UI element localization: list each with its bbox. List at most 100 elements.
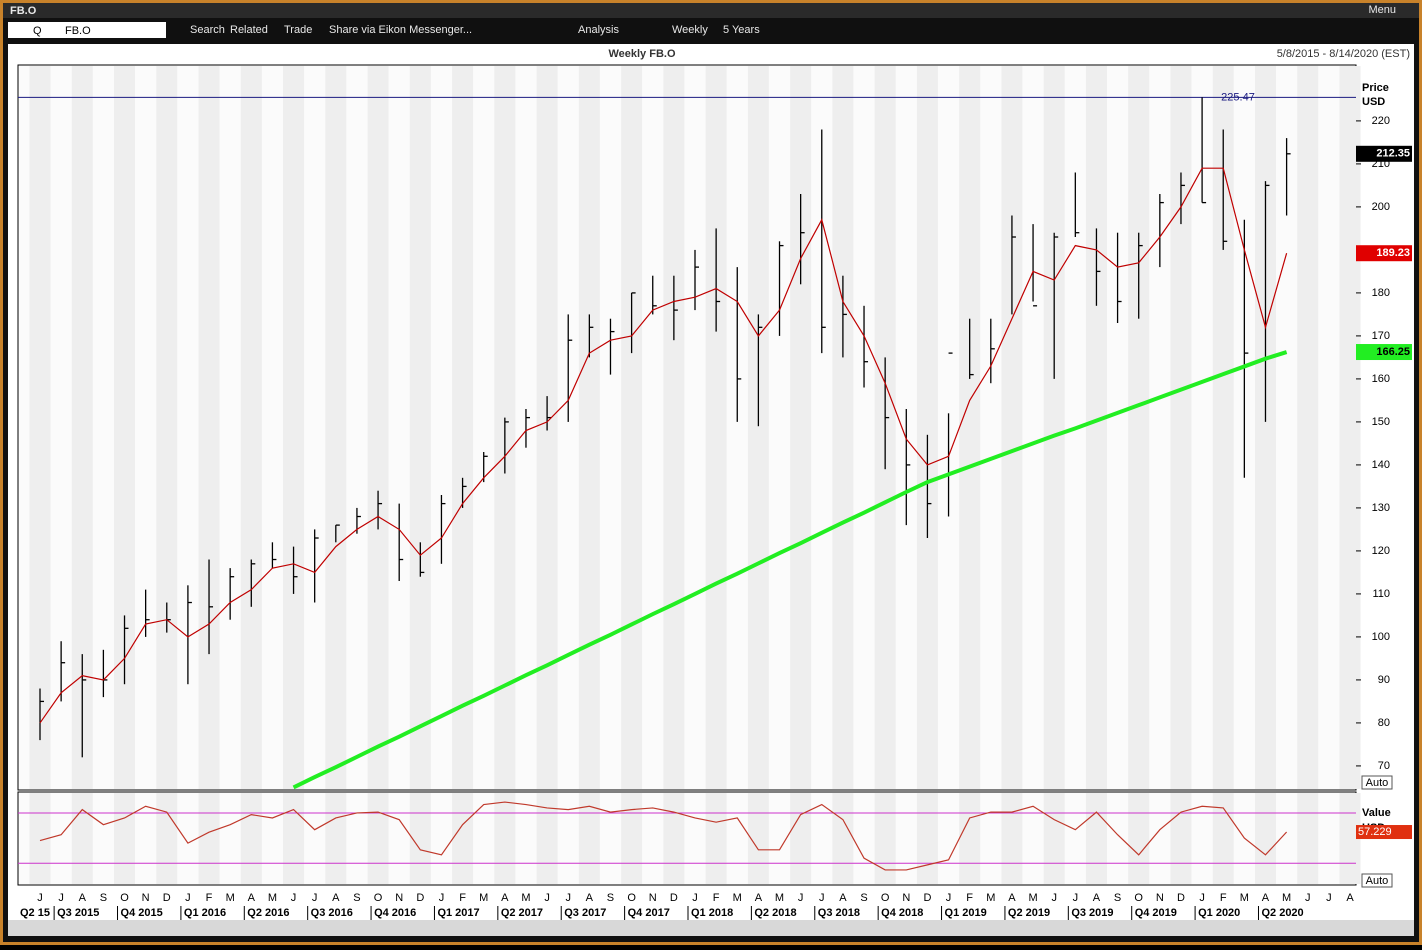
stripe: [156, 793, 178, 884]
stripe: [367, 793, 389, 884]
x-tick-label: A: [332, 892, 340, 904]
stripe: [452, 66, 474, 789]
stripe: [114, 66, 136, 789]
analysis-button[interactable]: Analysis: [578, 24, 619, 36]
x-tick-label: A: [755, 892, 763, 904]
x-tick-label: O: [881, 892, 890, 904]
x-tick-label: F: [459, 892, 466, 904]
range-button[interactable]: 5 Years: [723, 24, 760, 36]
stripe: [705, 66, 727, 789]
x-tick-label: J: [692, 892, 698, 904]
quarter-label: Q1 2020: [1198, 907, 1240, 919]
quarter-label: Q3 2018: [818, 907, 860, 919]
y-tick-label: 130: [1372, 502, 1390, 514]
auto-button[interactable]: [1361, 775, 1393, 790]
x-tick-label: N: [1156, 892, 1164, 904]
stripe: [747, 66, 769, 789]
quote-type[interactable]: Q: [33, 25, 42, 37]
stripe: [1001, 793, 1023, 884]
stripe: [283, 66, 305, 789]
quarter-label: Q4 2019: [1135, 907, 1177, 919]
quarter-label: Q2 2016: [247, 907, 289, 919]
x-tick-label: A: [839, 892, 847, 904]
x-tick-label: F: [1220, 892, 1227, 904]
x-tick-label: O: [1134, 892, 1143, 904]
x-tick-label: M: [268, 892, 277, 904]
stripe: [536, 793, 558, 884]
x-tick-label: M: [1028, 892, 1037, 904]
quarter-label: Q1 2019: [945, 907, 987, 919]
stripe: [1339, 793, 1361, 884]
x-tick-label: M: [775, 892, 784, 904]
quarter-label: Q3 2016: [311, 907, 353, 919]
stripe: [663, 66, 685, 789]
stripe: [790, 66, 812, 789]
auto-label[interactable]: Auto: [1366, 777, 1389, 789]
quarter-label: Q1 2016: [184, 907, 226, 919]
quarter-label: Q3 2017: [564, 907, 606, 919]
x-tick-label: S: [860, 892, 867, 904]
quarter-label: Q4 2016: [374, 907, 416, 919]
osc-auto-label[interactable]: Auto: [1366, 875, 1389, 887]
x-tick-label: J: [185, 892, 191, 904]
x-tick-label: O: [120, 892, 129, 904]
scrollbar[interactable]: [8, 920, 1414, 936]
ric-input[interactable]: FB.O: [65, 25, 91, 37]
search-button[interactable]: Search: [190, 24, 225, 36]
trade-button[interactable]: Trade: [284, 24, 312, 36]
stripe: [578, 66, 600, 789]
x-tick-label: J: [1051, 892, 1057, 904]
x-tick-label: M: [986, 892, 995, 904]
x-tick-label: J: [1326, 892, 1332, 904]
quarter-label: Q2 15: [20, 907, 50, 919]
x-tick-label: J: [1305, 892, 1311, 904]
stripe: [114, 793, 136, 884]
stripe: [240, 793, 262, 884]
stripe: [409, 793, 431, 884]
y-tick-label: 180: [1372, 287, 1390, 299]
y-axis-label: Price: [1362, 82, 1389, 94]
stripe: [1043, 793, 1065, 884]
stripe: [1085, 793, 1107, 884]
x-tick-label: J: [37, 892, 43, 904]
ric-box[interactable]: [8, 22, 166, 38]
stripe: [71, 793, 93, 884]
y-tick-label: 150: [1372, 416, 1390, 428]
y-tick-label: 220: [1372, 115, 1390, 127]
x-tick-label: M: [521, 892, 530, 904]
y-tick-label: 200: [1372, 201, 1390, 213]
related-button[interactable]: Related: [230, 24, 268, 36]
last-value-box: [1356, 344, 1412, 361]
x-tick-label: J: [312, 892, 318, 904]
stripe: [1297, 66, 1319, 789]
osc-last-label: 57.229: [1358, 826, 1392, 838]
last-value-box: [1356, 245, 1412, 262]
quarter-label: Q4 2018: [881, 907, 923, 919]
stripe: [1297, 793, 1319, 884]
stripe: [1170, 66, 1192, 789]
share-button[interactable]: Share via Eikon Messenger...: [329, 24, 472, 36]
stripe: [663, 793, 685, 884]
stripe: [959, 66, 981, 789]
x-tick-label: M: [479, 892, 488, 904]
stripe: [1128, 793, 1150, 884]
x-tick-label: D: [416, 892, 424, 904]
x-tick-label: M: [226, 892, 235, 904]
date-range: 5/8/2015 - 8/14/2020 (EST): [1277, 48, 1410, 60]
x-tick-label: A: [1346, 892, 1354, 904]
quarter-label: Q3 2019: [1071, 907, 1113, 919]
menu-button[interactable]: Menu: [1368, 4, 1396, 16]
chart-title: Weekly FB.O: [608, 48, 675, 60]
osc-auto-button[interactable]: [1361, 873, 1393, 888]
stripe: [578, 793, 600, 884]
interval-button[interactable]: Weekly: [672, 24, 708, 36]
x-tick-label: N: [142, 892, 150, 904]
title-bar: [3, 3, 1419, 18]
x-tick-label: A: [248, 892, 256, 904]
stripe: [325, 66, 347, 789]
x-tick-label: S: [607, 892, 614, 904]
x-tick-label: M: [1282, 892, 1291, 904]
stripe: [198, 66, 220, 789]
y-tick-label: 100: [1372, 631, 1390, 643]
stripe: [916, 793, 938, 884]
